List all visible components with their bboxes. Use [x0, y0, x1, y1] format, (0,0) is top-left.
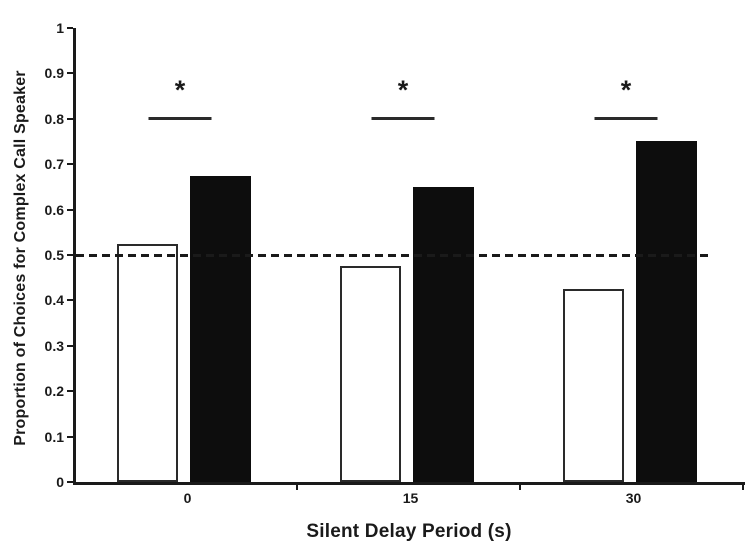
- y-axis-tick: [67, 72, 73, 74]
- significance-asterisk: *: [620, 75, 632, 105]
- filled-bar: [190, 176, 251, 482]
- significance-asterisk: *: [174, 75, 186, 105]
- open-bar: [563, 289, 624, 482]
- x-axis-tick: [519, 485, 521, 490]
- y-axis-tick-label: 0.3: [44, 338, 64, 354]
- y-axis-tick: [67, 390, 73, 392]
- plot-area: 0 0.1 0.2 0.3 0.4 0.5 0.6 0.7 0.8 0.9 1 * * * 0 15 30: [45, 21, 745, 506]
- y-axis-tick-label: 0.9: [44, 65, 64, 81]
- chance-level-dashed-line: [76, 254, 713, 257]
- y-axis-tick: [67, 209, 73, 211]
- filled-bar: [413, 187, 474, 482]
- y-axis-tick-label: 0.5: [44, 247, 64, 263]
- y-axis-tick-label: 0.4: [44, 292, 64, 308]
- y-axis-tick-label: 0.1: [44, 429, 64, 445]
- y-axis-tick: [67, 254, 73, 256]
- y-axis-tick: [67, 118, 73, 120]
- y-axis-tick-label: 0.6: [44, 202, 64, 218]
- open-bar: [340, 266, 401, 482]
- x-axis-title: Silent Delay Period (s): [306, 521, 512, 542]
- y-axis-tick: [67, 345, 73, 347]
- y-axis-tick: [67, 436, 73, 438]
- x-axis-tick: [742, 485, 744, 490]
- significance-line: [594, 117, 658, 120]
- significance-line: [371, 117, 435, 120]
- significance-line: [148, 117, 212, 120]
- y-axis-tick: [67, 299, 73, 301]
- y-axis-tick-label: 0.7: [44, 156, 64, 172]
- x-axis-tick: [296, 485, 298, 490]
- x-axis-tick-label: 15: [402, 490, 419, 506]
- y-axis-tick-label: 0.8: [44, 111, 64, 127]
- y-axis-tick-label: 1: [56, 20, 64, 36]
- y-axis-tick-label: 0: [56, 474, 64, 490]
- filled-bar: [636, 141, 697, 482]
- y-axis-tick: [67, 27, 73, 29]
- y-axis-tick: [67, 163, 73, 165]
- y-axis-tick-label: 0.2: [44, 383, 64, 399]
- significance-asterisk: *: [397, 75, 409, 105]
- y-axis-tick: [67, 481, 73, 483]
- open-bar: [117, 244, 178, 482]
- x-axis-tick-label: 0: [183, 490, 192, 506]
- x-axis-tick-label: 30: [625, 490, 642, 506]
